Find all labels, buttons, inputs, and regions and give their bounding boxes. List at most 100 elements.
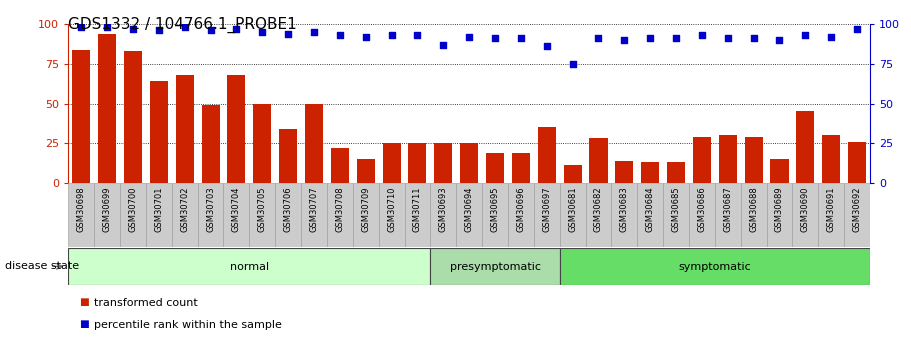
Bar	[228, 75, 245, 183]
Bar	[353, 183, 379, 247]
Point	[617, 37, 631, 43]
Text: GSM30696: GSM30696	[517, 186, 526, 231]
Bar	[250, 183, 275, 247]
Point	[721, 36, 735, 41]
Text: GSM30702: GSM30702	[180, 186, 189, 231]
Point	[255, 29, 270, 35]
Bar	[98, 34, 117, 183]
Point	[100, 24, 115, 30]
Point	[358, 34, 373, 40]
Point	[230, 26, 244, 32]
Bar	[149, 81, 168, 183]
Text: GSM30690: GSM30690	[801, 186, 810, 231]
Bar	[715, 183, 741, 247]
Text: GSM30707: GSM30707	[310, 186, 319, 231]
Bar	[430, 183, 456, 247]
Text: GSM30697: GSM30697	[542, 186, 551, 231]
Bar	[275, 183, 301, 247]
Bar	[844, 183, 870, 247]
Point	[539, 43, 554, 49]
Point	[746, 36, 761, 41]
Point	[126, 26, 140, 32]
Text: percentile rank within the sample: percentile rank within the sample	[94, 320, 281, 329]
Text: GSM30705: GSM30705	[258, 186, 267, 231]
Text: GSM30693: GSM30693	[439, 186, 448, 231]
Point	[669, 36, 683, 41]
Bar	[279, 129, 297, 183]
Bar	[486, 153, 504, 183]
Text: normal: normal	[230, 262, 269, 272]
Text: GSM30689: GSM30689	[775, 186, 784, 231]
Bar	[482, 183, 508, 247]
Text: GSM30699: GSM30699	[103, 186, 112, 231]
Bar	[641, 162, 660, 183]
Bar	[796, 111, 814, 183]
Text: disease state: disease state	[5, 262, 78, 271]
Bar	[719, 135, 737, 183]
Bar	[689, 183, 715, 247]
Bar	[663, 183, 689, 247]
Bar	[766, 183, 793, 247]
Text: GSM30708: GSM30708	[335, 186, 344, 231]
Point	[462, 34, 476, 40]
Bar	[176, 75, 194, 183]
Bar	[305, 104, 323, 183]
Text: GSM30700: GSM30700	[128, 186, 138, 231]
Bar	[611, 183, 638, 247]
Bar	[172, 183, 198, 247]
Bar	[430, 248, 559, 285]
Bar	[848, 141, 866, 183]
Bar	[534, 183, 559, 247]
Bar	[120, 183, 146, 247]
Text: GSM30686: GSM30686	[698, 186, 706, 232]
Point	[694, 32, 709, 38]
Point	[798, 32, 813, 38]
Bar	[253, 104, 271, 183]
Point	[514, 36, 528, 41]
Text: GSM30709: GSM30709	[362, 186, 370, 231]
Point	[643, 36, 658, 41]
Point	[307, 29, 322, 35]
Bar	[460, 143, 478, 183]
Text: GSM30694: GSM30694	[465, 186, 474, 231]
Point	[203, 28, 218, 33]
Text: GSM30681: GSM30681	[568, 186, 577, 231]
Bar	[793, 183, 818, 247]
Text: GSM30685: GSM30685	[671, 186, 681, 231]
Text: ■: ■	[79, 319, 89, 328]
Point	[566, 61, 580, 67]
Text: GSM30704: GSM30704	[232, 186, 241, 231]
Bar	[146, 183, 172, 247]
Text: GDS1332 / 104766.1_PROBE1: GDS1332 / 104766.1_PROBE1	[68, 17, 297, 33]
Text: GSM30684: GSM30684	[646, 186, 655, 231]
Bar	[693, 137, 711, 183]
Text: GSM30706: GSM30706	[283, 186, 292, 231]
Text: presymptomatic: presymptomatic	[449, 262, 540, 272]
Text: GSM30703: GSM30703	[206, 186, 215, 231]
Bar	[615, 161, 633, 183]
Bar	[435, 143, 453, 183]
Bar	[379, 183, 404, 247]
Text: symptomatic: symptomatic	[679, 262, 752, 272]
Bar	[564, 165, 581, 183]
Bar	[408, 143, 426, 183]
Bar	[586, 183, 611, 247]
Text: ■: ■	[79, 297, 89, 307]
Bar	[223, 183, 250, 247]
Bar	[456, 183, 482, 247]
Point	[773, 37, 787, 43]
Bar	[822, 135, 840, 183]
Point	[74, 24, 88, 30]
Bar	[667, 162, 685, 183]
Bar	[72, 50, 90, 183]
Point	[410, 32, 425, 38]
Text: GSM30692: GSM30692	[853, 186, 862, 231]
Bar	[327, 183, 353, 247]
Text: GSM30701: GSM30701	[154, 186, 163, 231]
Bar	[301, 183, 327, 247]
Text: GSM30688: GSM30688	[749, 186, 758, 232]
Bar	[744, 137, 763, 183]
Text: GSM30691: GSM30691	[826, 186, 835, 231]
Bar	[94, 183, 120, 247]
Bar	[404, 183, 430, 247]
